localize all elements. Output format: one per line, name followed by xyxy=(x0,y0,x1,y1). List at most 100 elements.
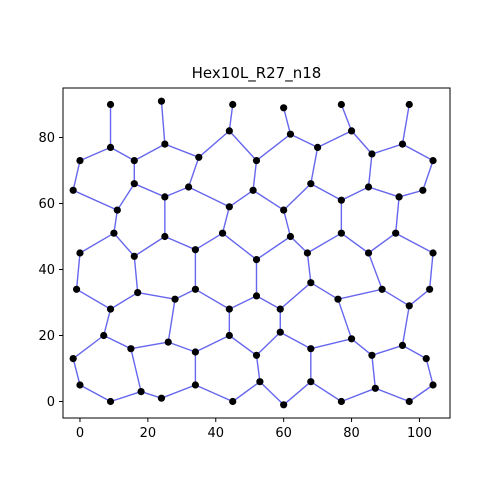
node-30 xyxy=(395,193,403,201)
node-77 xyxy=(256,378,264,386)
edge-36 xyxy=(398,189,424,198)
node-70 xyxy=(422,355,430,363)
edge-59 xyxy=(306,252,312,283)
edge-86 xyxy=(256,331,281,356)
edge-91 xyxy=(402,344,427,360)
node-74 xyxy=(157,394,166,402)
chart-title: Hex10L_R27_n18 xyxy=(192,64,322,83)
edge-39 xyxy=(221,206,231,234)
node-36 xyxy=(191,246,199,254)
node-7 xyxy=(130,157,138,165)
node-22 xyxy=(161,193,169,201)
edge-34 xyxy=(341,186,369,201)
edge-14 xyxy=(351,130,373,155)
node-71 xyxy=(76,381,84,389)
edge-95 xyxy=(255,355,261,382)
node-76 xyxy=(229,397,237,406)
node-83 xyxy=(429,381,437,389)
edge-15 xyxy=(371,143,403,155)
node-9 xyxy=(195,153,203,161)
edge-10 xyxy=(228,130,258,162)
edge-107 xyxy=(310,381,342,403)
nodes-layer xyxy=(69,97,437,409)
edge-4 xyxy=(340,104,353,132)
edge-108 xyxy=(341,387,376,403)
y-tick-label-0: 0 xyxy=(47,395,55,410)
node-68 xyxy=(368,351,376,359)
edge-50 xyxy=(289,235,308,254)
node-48 xyxy=(171,295,179,303)
node-14 xyxy=(347,127,356,135)
node-28 xyxy=(337,196,345,204)
node-34 xyxy=(130,252,138,260)
edge-33 xyxy=(310,183,342,201)
edge-72 xyxy=(381,288,410,307)
edge-9 xyxy=(198,130,230,158)
edge-82 xyxy=(130,341,169,350)
node-52 xyxy=(276,305,284,313)
edge-70 xyxy=(310,282,339,300)
edge-84 xyxy=(195,334,230,353)
node-62 xyxy=(191,348,199,356)
edge-43 xyxy=(79,232,115,254)
node-51 xyxy=(252,292,261,300)
y-tick-label-20: 20 xyxy=(38,329,55,344)
node-16 xyxy=(398,140,407,148)
edge-55 xyxy=(75,252,81,290)
edges-layer xyxy=(72,101,434,406)
edge-24 xyxy=(422,160,434,191)
node-20 xyxy=(113,206,121,214)
x-tick-label-20: 20 xyxy=(140,426,157,441)
edge-64 xyxy=(137,291,176,300)
edge-17 xyxy=(79,146,111,162)
node-17 xyxy=(429,157,437,165)
node-13 xyxy=(314,143,322,151)
y-tick-label-60: 60 xyxy=(38,197,55,212)
node-58 xyxy=(69,355,77,363)
node-18 xyxy=(76,157,84,165)
edge-7 xyxy=(133,143,166,162)
edge-46 xyxy=(164,235,196,251)
edge-98 xyxy=(425,358,434,386)
node-2 xyxy=(229,100,237,109)
edge-18 xyxy=(72,160,81,191)
node-10 xyxy=(225,127,233,135)
edge-13 xyxy=(317,130,352,149)
node-3 xyxy=(280,104,288,112)
edge-28 xyxy=(164,186,189,198)
edge-80 xyxy=(72,334,105,360)
edge-6 xyxy=(110,146,135,162)
edge-67 xyxy=(229,295,257,310)
node-55 xyxy=(378,285,386,293)
edge-73 xyxy=(408,288,431,307)
node-63 xyxy=(225,331,233,340)
edge-32 xyxy=(283,183,312,211)
node-64 xyxy=(252,351,261,359)
node-66 xyxy=(307,345,315,353)
edge-49 xyxy=(256,235,291,261)
edge-93 xyxy=(130,348,142,392)
edge-42 xyxy=(394,196,400,234)
node-73 xyxy=(137,388,145,396)
node-31 xyxy=(419,186,427,194)
edge-97 xyxy=(371,355,377,389)
node-4 xyxy=(337,100,345,109)
edge-103 xyxy=(195,384,234,403)
edge-104 xyxy=(232,381,261,403)
edge-51 xyxy=(307,232,342,254)
node-65 xyxy=(276,328,284,336)
node-67 xyxy=(347,335,356,343)
x-tick-label-80: 80 xyxy=(343,426,360,441)
node-15 xyxy=(368,150,376,158)
edge-48 xyxy=(222,232,257,261)
node-6 xyxy=(106,143,115,151)
node-43 xyxy=(392,229,400,237)
node-41 xyxy=(337,229,345,237)
edge-54 xyxy=(395,232,434,254)
node-47 xyxy=(134,289,142,297)
edge-47 xyxy=(195,232,223,251)
edge-1 xyxy=(160,101,166,145)
edge-78 xyxy=(337,298,353,340)
edge-56 xyxy=(133,256,139,293)
